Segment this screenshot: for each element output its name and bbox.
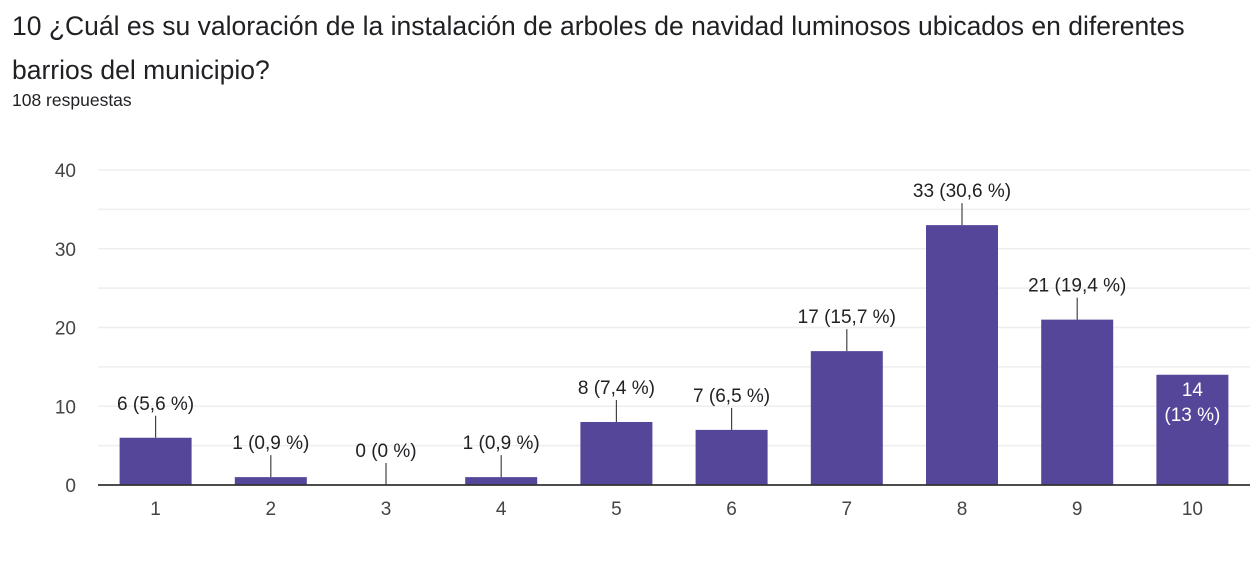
bar [1041, 319, 1114, 485]
data-label: 14 [1182, 380, 1204, 401]
y-tick-label: 20 [55, 319, 76, 340]
data-label: 0 (0 %) [355, 441, 416, 462]
data-label: 1 (0,9 %) [232, 433, 309, 454]
x-tick-label: 7 [842, 499, 853, 520]
data-label: 6 (5,6 %) [117, 394, 194, 415]
bar [1156, 374, 1229, 485]
bar [580, 422, 653, 485]
x-tick-label: 8 [957, 499, 968, 520]
question-title: 10 ¿Cuál es su valoración de la instalac… [12, 11, 1185, 85]
y-tick-label: 10 [55, 397, 76, 418]
response-count: 108 respuestas [12, 90, 132, 110]
bar [234, 477, 307, 485]
data-label: 1 (0,9 %) [463, 433, 540, 454]
x-tick-label: 9 [1072, 499, 1083, 520]
x-tick-label: 1 [150, 499, 161, 520]
y-tick-label: 30 [55, 240, 76, 261]
data-label: 8 (7,4 %) [578, 378, 655, 399]
y-tick-label: 40 [55, 161, 76, 182]
data-label: (13 %) [1164, 405, 1220, 426]
bar [926, 225, 998, 485]
x-tick-label: 6 [726, 499, 737, 520]
bar [465, 477, 538, 485]
bar [810, 351, 883, 485]
data-label: 33 (30,6 %) [913, 181, 1011, 202]
x-tick-label: 3 [381, 499, 392, 520]
x-tick-label: 2 [266, 499, 277, 520]
data-label: 17 (15,7 %) [798, 307, 896, 328]
bar [695, 429, 768, 485]
y-tick-label: 0 [65, 476, 76, 497]
x-tick-label: 5 [611, 499, 622, 520]
data-label: 7 (6,5 %) [693, 386, 770, 407]
bar [119, 437, 192, 485]
x-tick-label: 4 [496, 499, 507, 520]
data-label: 21 (19,4 %) [1028, 276, 1126, 297]
x-tick-label: 10 [1182, 499, 1203, 520]
